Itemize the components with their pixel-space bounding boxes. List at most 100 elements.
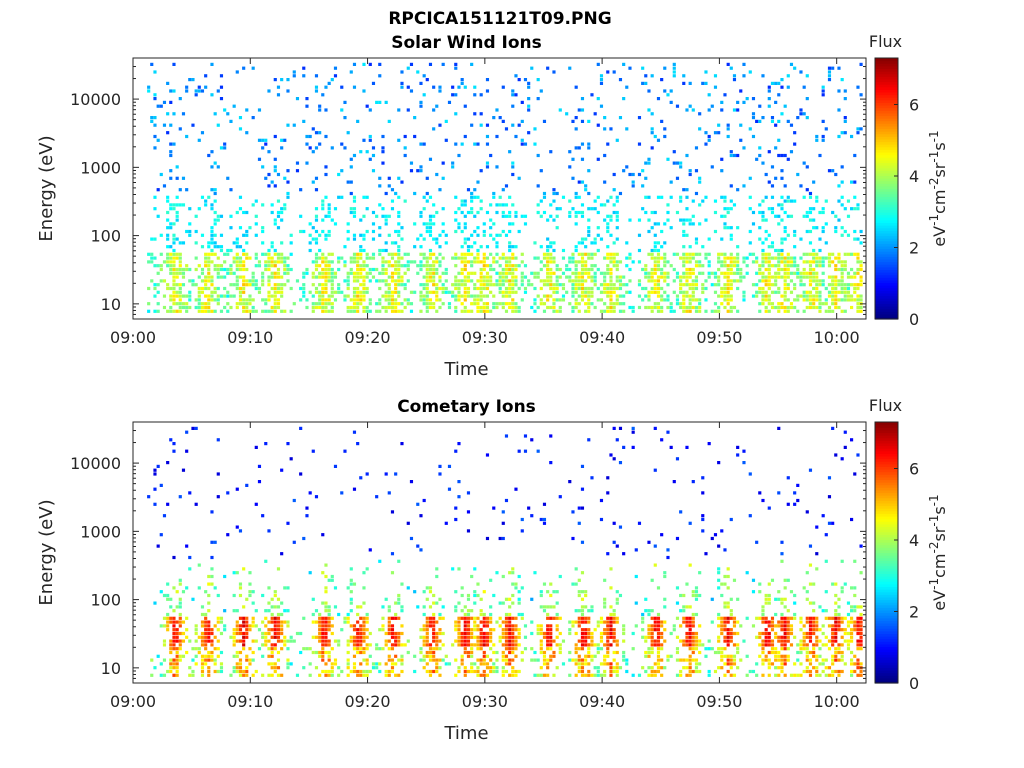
heatmap-cell: [365, 104, 369, 108]
heatmap-cell: [688, 104, 692, 108]
heatmap-cell: [223, 142, 227, 146]
heatmap-cell: [669, 631, 673, 636]
heatmap-cell: [178, 654, 182, 658]
heatmap-cell: [536, 210, 540, 215]
colorbar-segment: [875, 133, 898, 137]
heatmap-cell: [685, 218, 689, 222]
heatmap-cell: [273, 631, 277, 636]
heatmap-cell: [856, 305, 860, 310]
heatmap-cell: [264, 309, 268, 313]
heatmap-cell: [688, 222, 692, 226]
heatmap-cell: [549, 624, 553, 628]
heatmap-cell: [406, 586, 410, 590]
heatmap-cell: [175, 237, 179, 241]
heatmap-cell: [343, 100, 347, 104]
heatmap-cell: [824, 309, 828, 313]
heatmap-cell: [400, 605, 404, 609]
heatmap-cell: [552, 639, 556, 643]
heatmap-cell: [276, 620, 281, 624]
heatmap-cell: [150, 658, 154, 662]
heatmap-cell: [523, 647, 528, 651]
heatmap-cell: [207, 624, 211, 628]
heatmap-cell: [210, 290, 214, 294]
heatmap-cell: [751, 112, 756, 116]
heatmap-cell: [606, 620, 610, 624]
heatmap-cell: [840, 279, 844, 283]
heatmap-cell: [726, 267, 730, 272]
heatmap-cell: [850, 275, 854, 279]
heatmap-cell: [428, 226, 433, 230]
heatmap-cell: [267, 647, 271, 651]
heatmap-cell: [476, 302, 480, 306]
heatmap-cell: [577, 309, 581, 313]
heatmap-cell: [479, 309, 483, 313]
heatmap-cell: [204, 654, 208, 658]
heatmap-cell: [843, 309, 847, 313]
heatmap-cell: [460, 252, 464, 256]
heatmap-cell: [324, 620, 328, 624]
heatmap-cell: [479, 628, 483, 632]
heatmap-cell: [530, 66, 534, 70]
heatmap-cell: [656, 241, 661, 245]
heatmap-cell: [428, 658, 433, 662]
heatmap-cell: [340, 195, 344, 199]
heatmap-cell: [286, 180, 290, 184]
heatmap-cell: [789, 302, 794, 306]
heatmap-cell: [238, 666, 243, 670]
heatmap-cell: [207, 294, 211, 298]
heatmap-cell: [539, 673, 543, 677]
heatmap-cell: [511, 666, 515, 670]
heatmap-cell: [739, 279, 743, 283]
heatmap-cell: [242, 639, 246, 643]
heatmap-cell: [321, 639, 325, 643]
heatmap-cell: [755, 119, 759, 123]
heatmap-cell: [580, 635, 585, 639]
heatmap-cell: [644, 669, 648, 674]
heatmap-cell: [169, 643, 173, 647]
heatmap-cell: [441, 161, 445, 165]
heatmap-cell: [188, 290, 192, 294]
heatmap-cell: [223, 275, 227, 279]
heatmap-cell: [558, 647, 562, 651]
heatmap-cell: [726, 283, 730, 287]
heatmap-cell: [530, 631, 534, 636]
heatmap-cell: [384, 631, 388, 636]
heatmap-cell: [479, 612, 483, 617]
heatmap-cell: [473, 112, 477, 116]
heatmap-cell: [150, 260, 154, 264]
heatmap-cell: [859, 241, 863, 245]
heatmap-cell: [818, 294, 822, 298]
heatmap-cell: [824, 286, 828, 291]
heatmap-cell: [587, 650, 591, 655]
heatmap-cell: [656, 620, 661, 624]
heatmap-cell: [492, 195, 496, 199]
heatmap-cell: [517, 643, 521, 647]
heatmap-cell: [473, 294, 477, 298]
heatmap-cell: [460, 283, 464, 287]
heatmap-cell: [751, 222, 756, 226]
heatmap-cell: [482, 294, 486, 298]
heatmap-cell: [609, 267, 613, 272]
heatmap-cell: [457, 256, 461, 260]
heatmap-cell: [618, 294, 623, 298]
heatmap-cell: [210, 237, 214, 241]
heatmap-cell: [821, 85, 825, 89]
heatmap-cell: [780, 153, 784, 158]
heatmap-cell: [413, 590, 417, 594]
heatmap-cell: [853, 252, 857, 256]
heatmap-cell: [207, 669, 211, 674]
heatmap-cell: [359, 673, 363, 677]
heatmap-cell: [539, 639, 543, 643]
heatmap-cell: [444, 138, 448, 142]
heatmap-cell: [580, 97, 585, 101]
heatmap-cell: [656, 264, 661, 268]
heatmap-cell: [175, 165, 179, 169]
heatmap-cell: [403, 199, 407, 203]
heatmap-cell: [707, 237, 711, 241]
heatmap-cell: [650, 635, 654, 639]
heatmap-cell: [223, 267, 227, 272]
heatmap-cell: [634, 574, 638, 579]
heatmap-cell: [378, 628, 382, 632]
heatmap-cell: [463, 241, 467, 245]
heatmap-cell: [682, 188, 686, 192]
